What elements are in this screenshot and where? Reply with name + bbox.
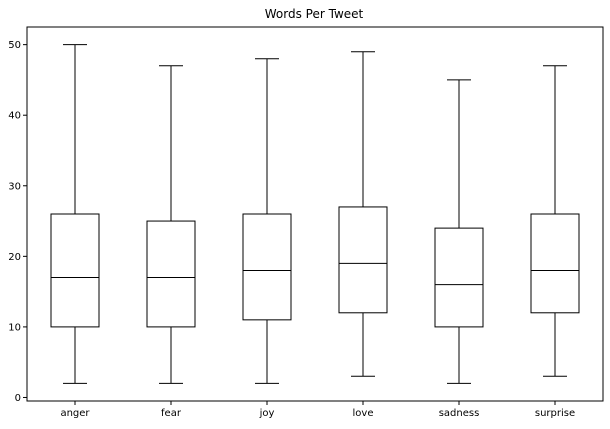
x-tick-label-sadness: sadness bbox=[439, 408, 480, 419]
box-joy bbox=[242, 213, 292, 321]
box-sadness bbox=[434, 227, 484, 328]
box-group-sadness bbox=[434, 79, 484, 384]
y-tick-label-10: 10 bbox=[8, 322, 21, 333]
box-fear bbox=[146, 220, 196, 328]
x-tick-label-surprise: surprise bbox=[535, 408, 575, 419]
plot-frame bbox=[26, 26, 604, 402]
box-group-joy bbox=[242, 58, 292, 384]
plot-area: 0 10 20 30 40 50 anger fear joy love sadness surpri… bbox=[8, 26, 604, 419]
x-tick-label-joy: joy bbox=[259, 408, 275, 419]
box-group-anger bbox=[50, 44, 100, 384]
y-tick-label-20: 20 bbox=[8, 252, 21, 263]
y-tick-label-0: 0 bbox=[15, 393, 21, 404]
x-tick-label-love: love bbox=[353, 408, 374, 419]
box-group-love bbox=[338, 51, 388, 377]
y-tick-label-40: 40 bbox=[8, 111, 21, 122]
box-love bbox=[338, 206, 388, 314]
box-group-surprise bbox=[530, 65, 580, 377]
x-tick-label-fear: fear bbox=[161, 408, 182, 419]
box-anger bbox=[50, 213, 100, 328]
y-tick-label-50: 50 bbox=[8, 40, 21, 51]
box-surprise bbox=[530, 213, 580, 314]
x-tick-label-anger: anger bbox=[60, 408, 90, 419]
chart-title: Words Per Tweet bbox=[265, 7, 364, 21]
y-tick-label-30: 30 bbox=[8, 181, 21, 192]
box-group-fear bbox=[146, 65, 196, 384]
